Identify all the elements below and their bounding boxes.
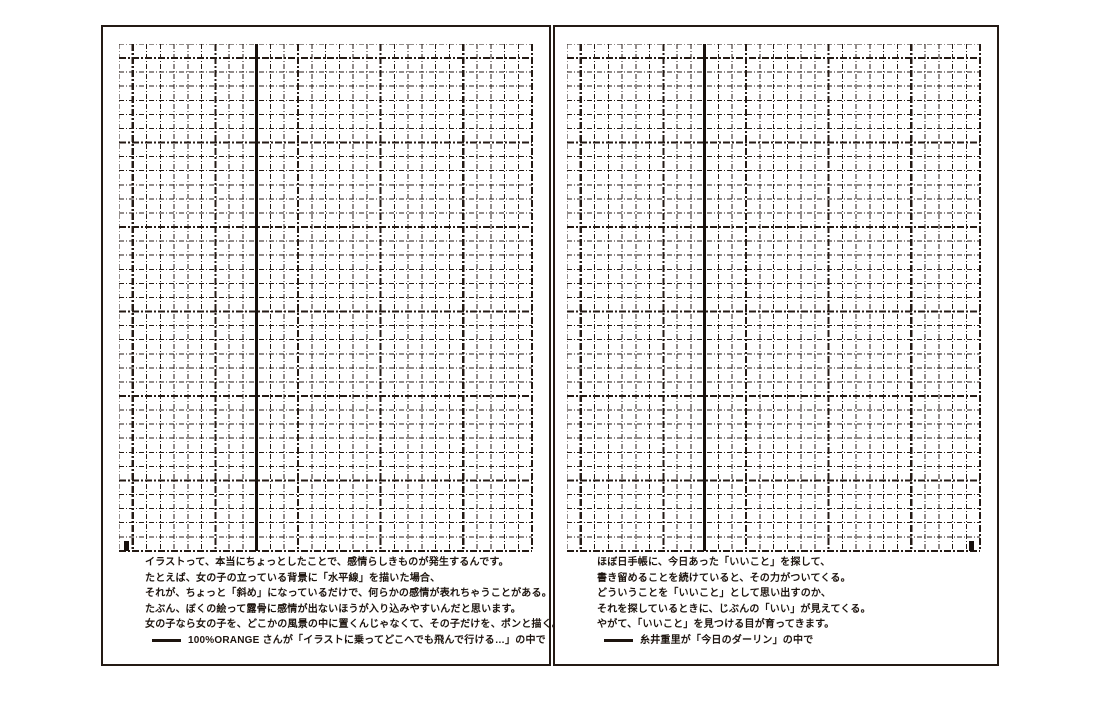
quote-line: どういうことを「いいこと」として思い出すのか、 bbox=[597, 588, 832, 599]
quote-line: たぶん、ぼくの絵って露骨に感情が出ないほうが入り込みやすいんだと思います。 bbox=[145, 603, 521, 615]
quote-line: ほぼ日手帳に、今日あった「いいこと」を探して、 bbox=[597, 557, 831, 568]
quote-attribution: ―― 糸井重里が「今日のダーリン」の中で bbox=[597, 633, 997, 649]
left-page: イラストって、本当にちょっとしたことで、感情らしきものが発生するんです。 たとえ… bbox=[101, 25, 563, 666]
quote-line: それが、ちょっと「斜め」になっているだけで、何らかの感情が表れちゃうことがある。 bbox=[145, 588, 552, 599]
quote-line: 書き留めることを続けていると、その力がついてくる。 bbox=[597, 572, 851, 584]
right-page: ほぼ日手帳に、今日あった「いいこと」を探して、 書き留めることを続けていると、そ… bbox=[553, 25, 999, 666]
page-corner-marker bbox=[124, 541, 129, 551]
attribution-text: 糸井重里が「今日のダーリン」の中で bbox=[640, 634, 814, 646]
page-corner-marker bbox=[969, 541, 974, 551]
right-page-grid bbox=[567, 44, 981, 552]
quote-line: 女の子なら女の子を、どこかの風景の中に置くんじゃなくて、その子だけを、ポンと描く… bbox=[145, 619, 563, 630]
quote-line: たとえば、女の子の立っている背景に「水平線」を描いた場合、 bbox=[145, 572, 441, 584]
quote-line: やがて、「いいこと」を見つける目が育ってきます。 bbox=[597, 619, 835, 630]
attribution-text: 100%ORANGE さんが「イラストに乗ってどこへでも飛んで行ける…」の中で bbox=[188, 634, 546, 646]
attribution-dash: ―― bbox=[152, 639, 181, 642]
left-page-grid bbox=[119, 44, 533, 552]
quote-line: イラストって、本当にちょっとしたことで、感情らしきものが発生するんです。 bbox=[145, 557, 509, 568]
right-quote-block: ほぼ日手帳に、今日あった「いいこと」を探して、 書き留めることを続けていると、そ… bbox=[597, 555, 997, 648]
quote-attribution: ―― 100%ORANGE さんが「イラストに乗ってどこへでも飛んで行ける…」の… bbox=[145, 633, 546, 649]
attribution-dash: ―― bbox=[604, 639, 633, 642]
quote-line: それを探しているときに、じぶんの「いい」が見えてくる。 bbox=[597, 603, 871, 615]
left-quote-block: イラストって、本当にちょっとしたことで、感情らしきものが発生するんです。 たとえ… bbox=[145, 555, 563, 649]
